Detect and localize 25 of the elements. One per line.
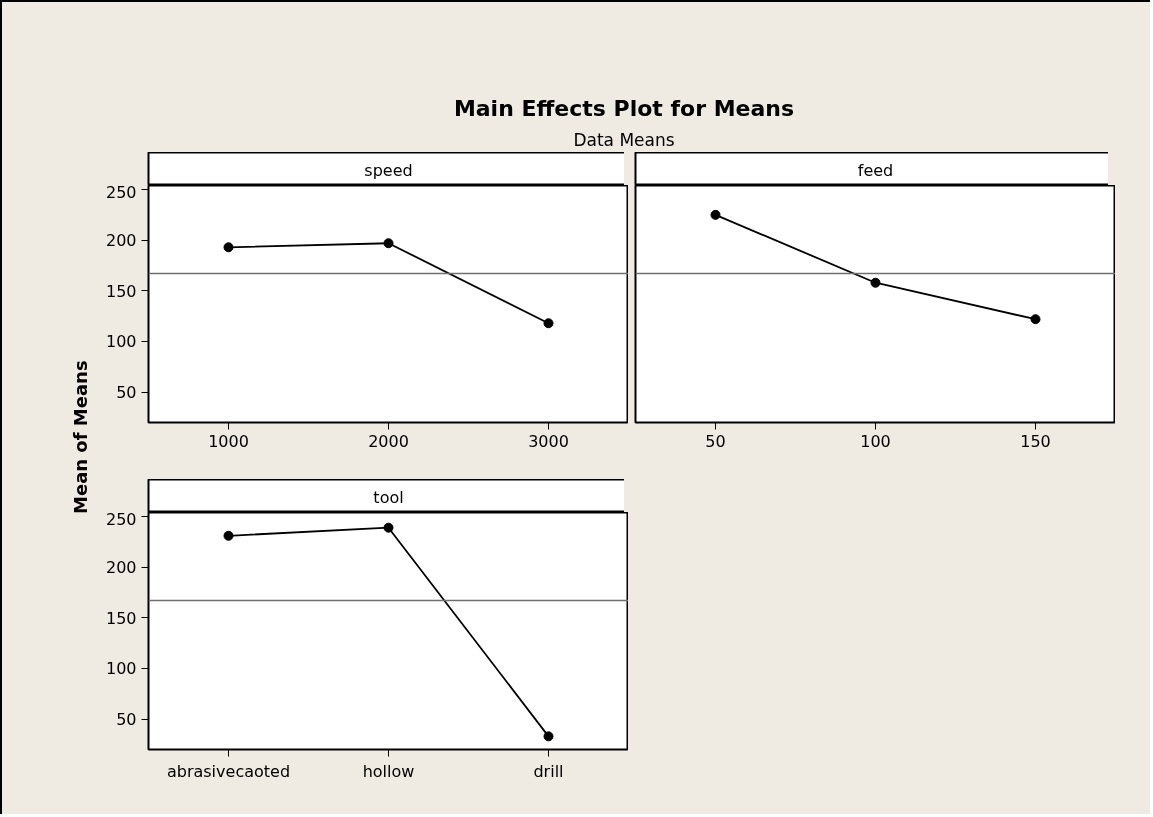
y-tick-label: 50 bbox=[116, 383, 137, 403]
y-tick-label: 250 bbox=[105, 182, 137, 202]
y-tick-label: 50 bbox=[116, 710, 137, 730]
y-tick-label: 100 bbox=[105, 659, 137, 679]
x-tick-label: 150 bbox=[1020, 431, 1051, 451]
x-tick-label: 2000 bbox=[368, 431, 409, 451]
chart-title: speed bbox=[364, 161, 413, 181]
x-tick-label: drill bbox=[533, 761, 564, 781]
x-tick-label: 50 bbox=[705, 431, 726, 451]
y-tick-label: 200 bbox=[105, 558, 137, 578]
x-tick-label: 3000 bbox=[528, 431, 569, 451]
text: Mean of Means bbox=[70, 360, 91, 514]
x-tick-label: abrasivecaoted bbox=[166, 761, 291, 781]
y-tick-label: 250 bbox=[105, 509, 137, 529]
y-tick-label: 200 bbox=[105, 231, 137, 251]
y-tick-label: 100 bbox=[105, 332, 137, 352]
chart-title: feed bbox=[857, 161, 894, 181]
text: Data Means bbox=[572, 129, 676, 153]
y-tick-label: 150 bbox=[105, 281, 137, 301]
y-tick-label: 150 bbox=[105, 608, 137, 628]
text: Main Effects Plot for Means bbox=[453, 95, 795, 123]
x-tick-label: hollow bbox=[362, 761, 415, 781]
x-tick-label: 1000 bbox=[208, 431, 249, 451]
chart-title: tool bbox=[373, 488, 404, 508]
x-tick-label: 100 bbox=[860, 431, 891, 451]
